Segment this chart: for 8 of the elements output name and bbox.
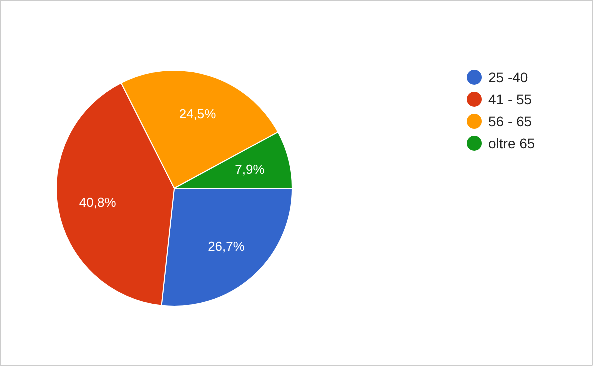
data-label: 26,7% xyxy=(208,238,246,254)
legend-label: 25 -40 xyxy=(488,70,528,86)
legend-label: 41 - 55 xyxy=(488,92,532,108)
legend-label: oltre 65 xyxy=(488,136,536,152)
data-label: 7,9% xyxy=(235,162,266,177)
data-label: 40,8% xyxy=(79,194,117,210)
data-label: 24,5% xyxy=(179,106,217,122)
legend-label: 56 - 65 xyxy=(488,114,532,130)
